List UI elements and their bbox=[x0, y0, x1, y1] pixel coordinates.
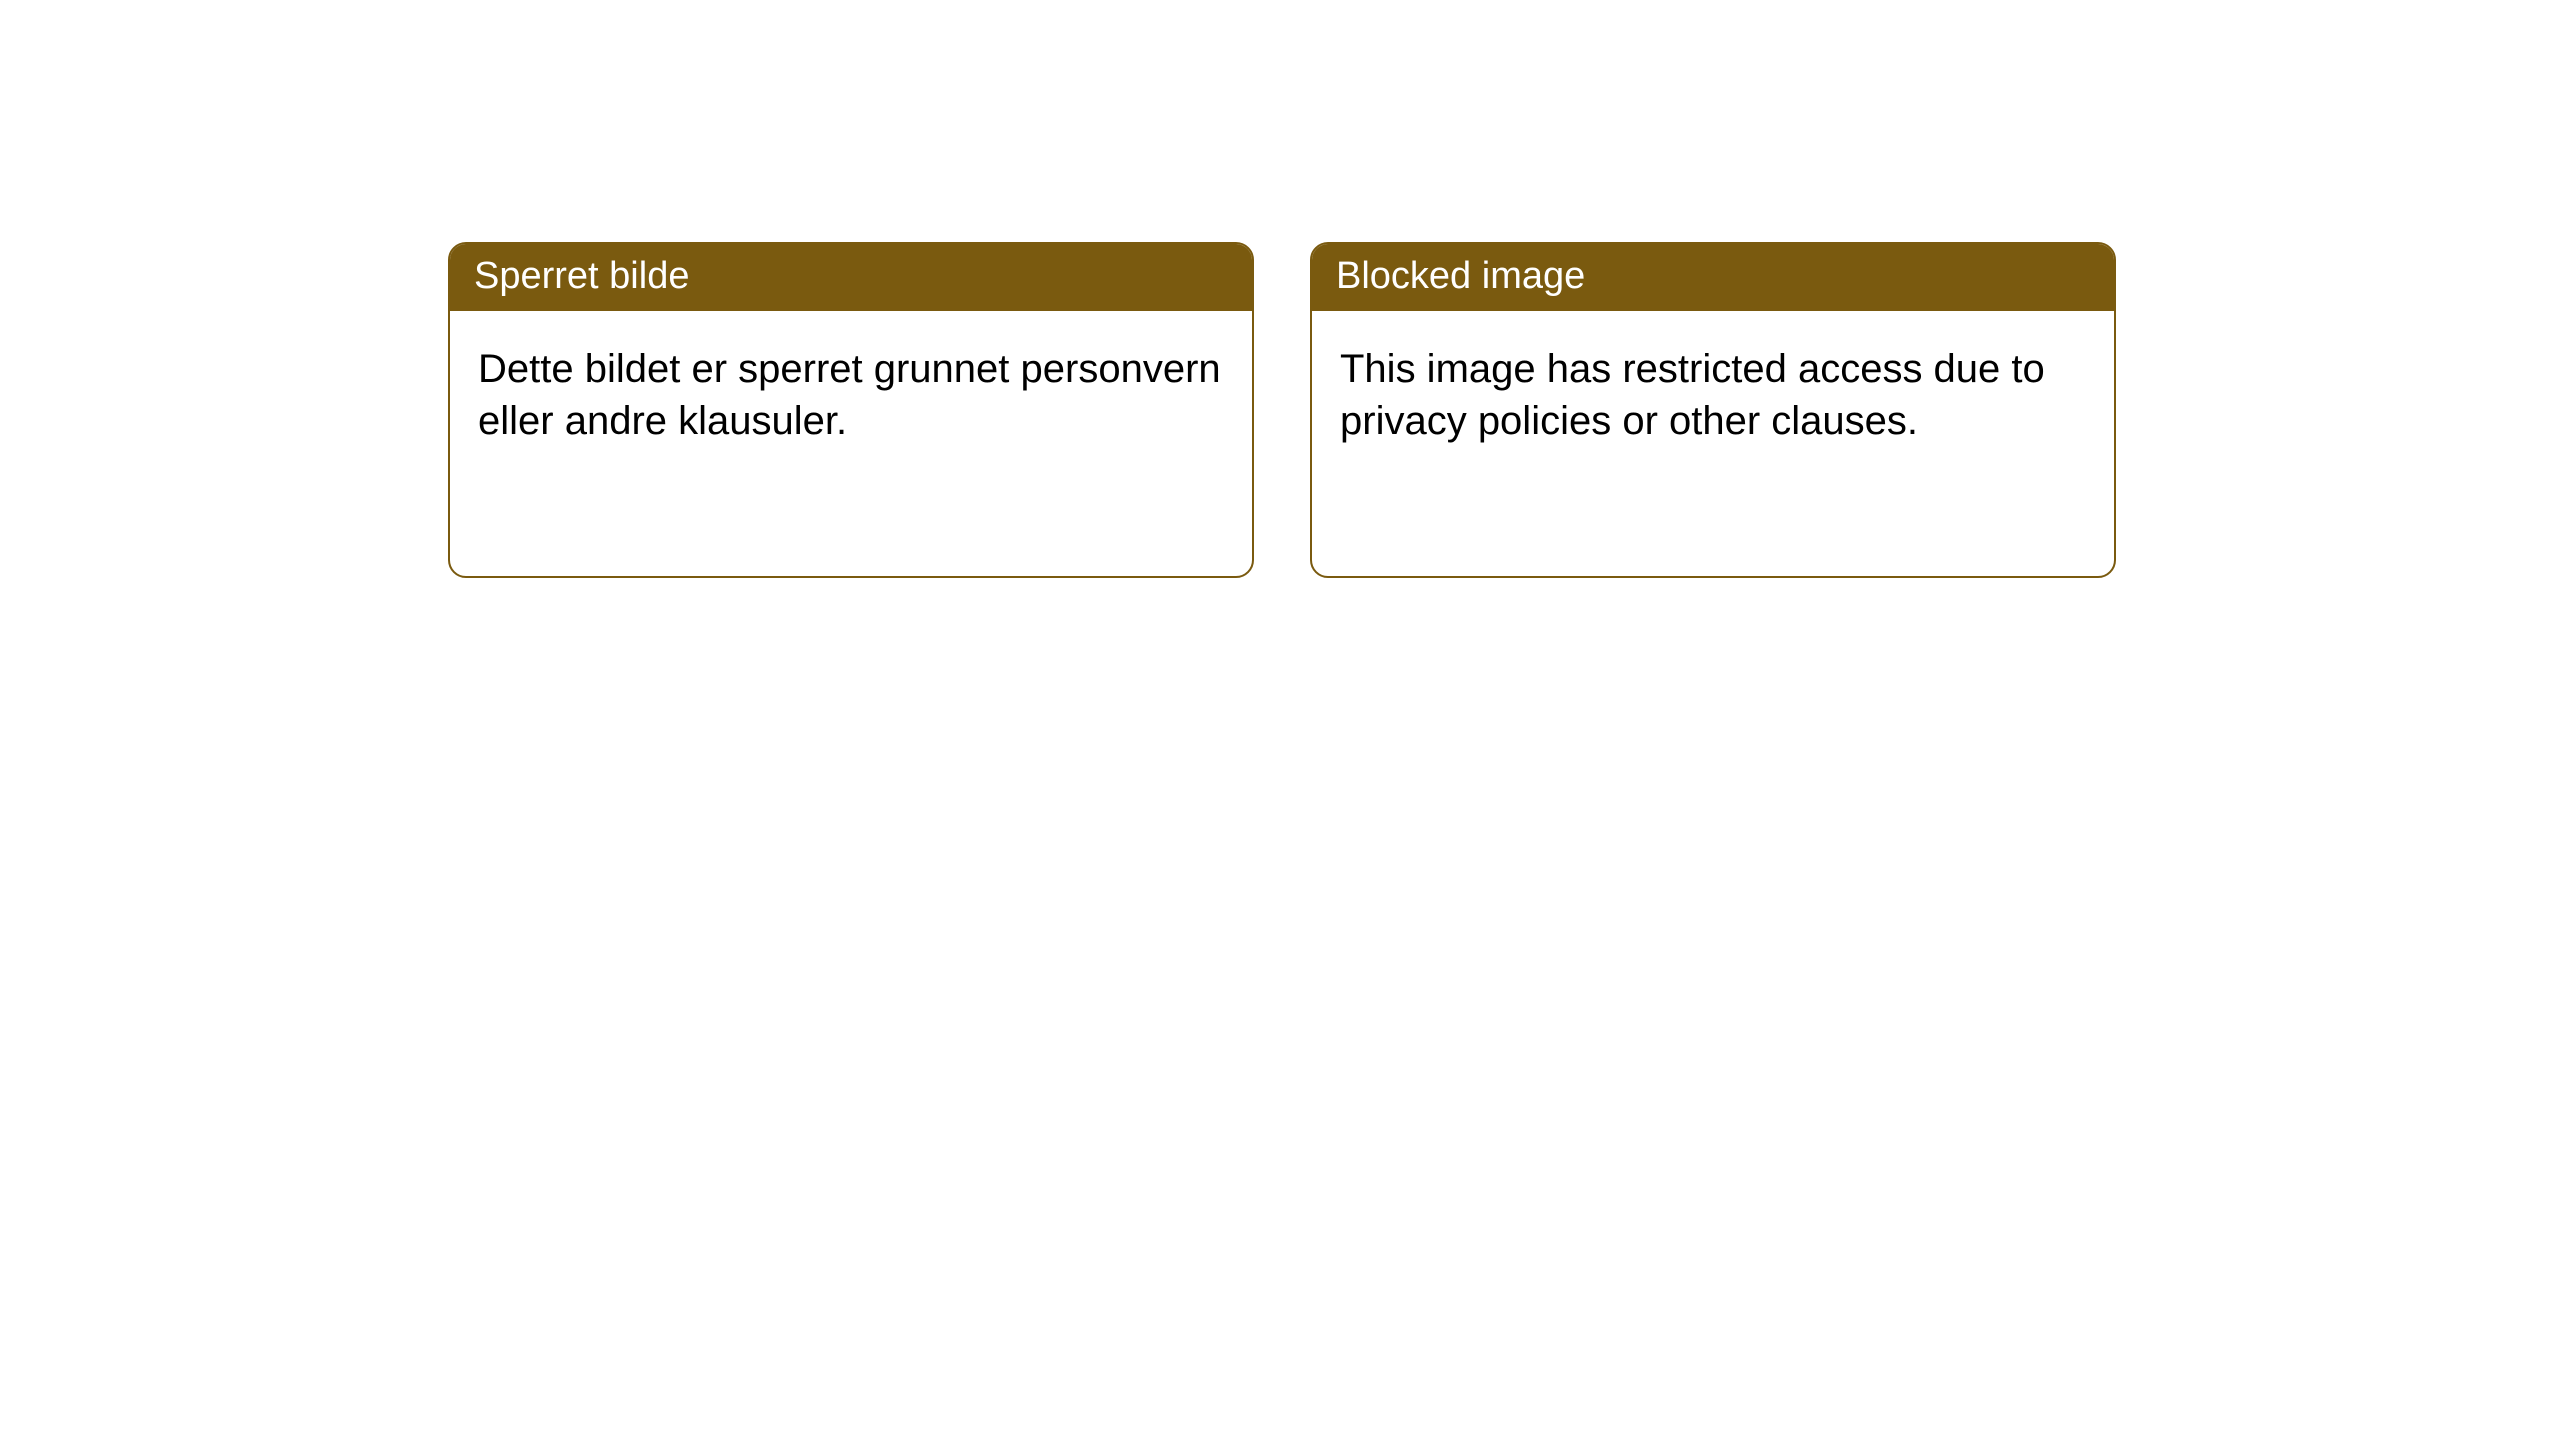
notice-card-title: Blocked image bbox=[1312, 244, 2114, 311]
notice-card-body: This image has restricted access due to … bbox=[1312, 311, 2114, 479]
notice-card-body: Dette bildet er sperret grunnet personve… bbox=[450, 311, 1252, 479]
notice-card-norwegian: Sperret bilde Dette bildet er sperret gr… bbox=[448, 242, 1254, 578]
notice-cards-container: Sperret bilde Dette bildet er sperret gr… bbox=[0, 0, 2560, 578]
notice-card-title: Sperret bilde bbox=[450, 244, 1252, 311]
notice-card-english: Blocked image This image has restricted … bbox=[1310, 242, 2116, 578]
